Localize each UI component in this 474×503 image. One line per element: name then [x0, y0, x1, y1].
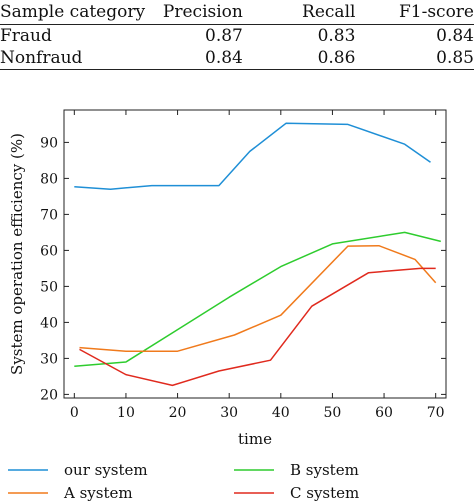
table-cell: 0.83 — [317, 25, 356, 46]
x-tick-label: 50 — [324, 405, 342, 421]
table-header-row: Sample category Precision Recall F1-scor… — [0, 0, 474, 25]
header-recall: Recall — [242, 0, 356, 25]
table-cell: 0.87 — [205, 25, 243, 46]
efficiency-line-chart: 20 30 40 50 60 70 80 90 0 10 20 30 40 50 60 70 time Sy… — [8, 109, 447, 502]
y-tick-label: 60 — [40, 243, 58, 259]
y-axis-label: System operation efficiency (%) — [8, 133, 26, 375]
legend-label: A system — [63, 484, 133, 502]
x-axis: 0 10 20 30 40 50 60 70 — [70, 110, 445, 421]
plot-frame — [63, 109, 447, 399]
metrics-table-section: Sample category Precision Recall F1-scor… — [0, 0, 474, 92]
y-tick-label: 30 — [40, 351, 58, 367]
x-tick-label: 10 — [117, 405, 135, 421]
table-cell: 0.86 — [242, 46, 356, 70]
x-tick-label: 0 — [70, 405, 79, 421]
series-line — [74, 122, 431, 190]
table-cell: 0.84 — [436, 25, 474, 46]
x-tick-label: 70 — [427, 405, 445, 421]
header-sample-category: Sample category — [0, 0, 146, 25]
series-line — [79, 267, 436, 387]
table-row: Nonfraud 0.84 0.86 0.85 — [0, 46, 474, 70]
table-cell: Fraud — [0, 25, 52, 46]
x-tick-label: 20 — [169, 405, 187, 421]
header-f1-score: F1-score — [355, 0, 474, 25]
table-cell: Nonfraud — [0, 46, 146, 70]
legend-label: C system — [290, 484, 359, 502]
header-precision: Precision — [145, 0, 243, 25]
y-tick-label: 90 — [40, 135, 58, 151]
y-tick-label: 70 — [40, 207, 58, 223]
table-cell: 0.85 — [355, 46, 474, 70]
table-row: Fraud 0.87 0.83 0.84 — [0, 24, 474, 47]
y-tick-label: 40 — [40, 315, 58, 331]
table-cell: 0.84 — [145, 46, 243, 70]
y-tick-label: 50 — [40, 279, 58, 295]
y-tick-label: 20 — [40, 387, 58, 403]
x-tick-label: 40 — [272, 405, 290, 421]
series-lines — [74, 122, 441, 387]
legend: our system B system A system C system — [8, 461, 359, 502]
y-tick-label: 80 — [40, 171, 58, 187]
y-axis: 20 30 40 50 60 70 80 90 — [40, 135, 446, 403]
x-tick-label: 30 — [220, 405, 238, 421]
legend-label: B system — [290, 461, 359, 479]
x-axis-label: time — [238, 430, 272, 448]
legend-label: our system — [64, 461, 148, 479]
x-tick-label: 60 — [375, 405, 393, 421]
metrics-table: Sample category Precision Recall F1-scor… — [0, 0, 474, 70]
series-line — [79, 244, 437, 352]
series-line — [74, 231, 441, 368]
